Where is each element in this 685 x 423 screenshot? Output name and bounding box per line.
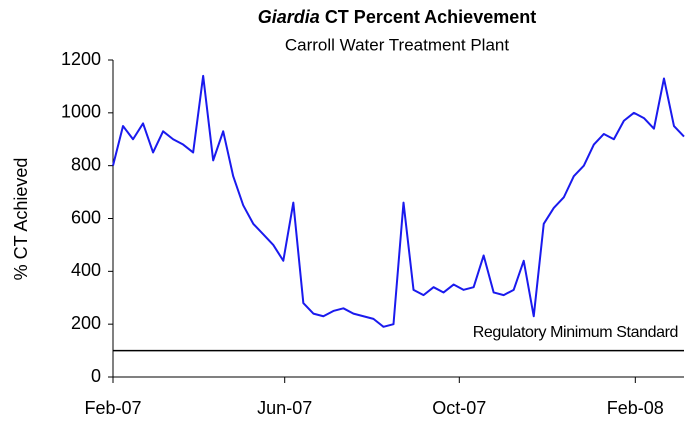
title-italic: Giardia bbox=[258, 7, 320, 27]
y-tick-label: 1200 bbox=[61, 49, 101, 69]
chart-title: Giardia CT Percent Achievement bbox=[258, 7, 536, 27]
y-tick-label: 600 bbox=[71, 207, 101, 227]
x-tick-label: Feb-08 bbox=[607, 398, 664, 418]
data-line bbox=[112, 74, 685, 328]
y-axis-label: % CT Achieved bbox=[11, 158, 31, 281]
x-tick-label: Oct-07 bbox=[432, 398, 486, 418]
y-tick-label: 800 bbox=[71, 154, 101, 174]
x-tick-label: Feb-07 bbox=[84, 398, 141, 418]
y-tick-label: 400 bbox=[71, 260, 101, 280]
reference-label: Regulatory Minimum Standard bbox=[473, 324, 678, 341]
y-tick-label: 200 bbox=[71, 313, 101, 333]
title-rest: CT Percent Achievement bbox=[325, 7, 536, 27]
y-tick-label: 1000 bbox=[61, 102, 101, 122]
x-tick-label: Jun-07 bbox=[257, 398, 312, 418]
y-tick-label: 0 bbox=[91, 366, 101, 386]
chart-subtitle: Carroll Water Treatment Plant bbox=[285, 35, 509, 54]
